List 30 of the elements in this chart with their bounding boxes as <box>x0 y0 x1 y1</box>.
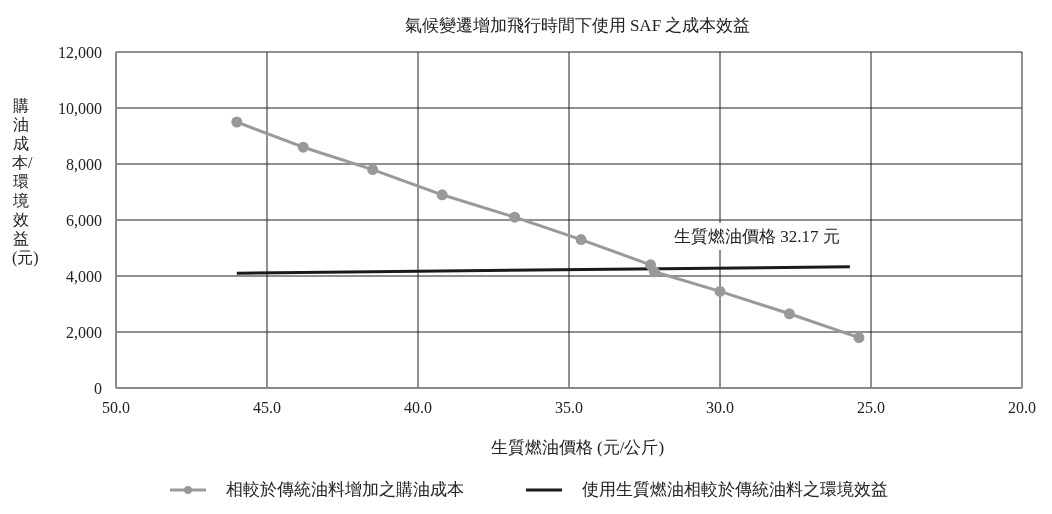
x-tick-label: 50.0 <box>102 399 130 417</box>
text: 購油成本/環境效益(元) <box>12 97 39 266</box>
y-tick-label: 0 <box>94 379 102 397</box>
point <box>783 308 795 320</box>
y-tick-label: 6,000 <box>66 211 102 229</box>
annotation: 生質燃油價格 32.17 元 <box>666 223 848 250</box>
point <box>575 234 587 246</box>
x-tick-label: 25.0 <box>857 399 885 417</box>
x-tick-label: 35.0 <box>555 399 583 417</box>
x-axis-title: 生質燃油價格 (元/公斤) <box>489 437 666 459</box>
point <box>231 116 243 128</box>
legend-label: 相較於傳統油料增加之購油成本 <box>226 479 464 501</box>
y-tick-label: 12,000 <box>58 43 102 61</box>
x-tick-label: 30.0 <box>706 399 734 417</box>
chart-title: 氣候變遷增加飛行時間下使用 SAF 之成本效益 <box>403 15 752 37</box>
point <box>297 141 309 153</box>
point <box>648 266 660 278</box>
y-tick-label: 8,000 <box>66 155 102 173</box>
x-tick-label: 40.0 <box>404 399 432 417</box>
y-tick-label: 2,000 <box>66 323 102 341</box>
x-tick-label: 20.0 <box>1008 399 1036 417</box>
point <box>509 211 521 223</box>
y-tick-label: 4,000 <box>66 267 102 285</box>
point <box>714 285 726 297</box>
x-tick-label: 45.0 <box>253 399 281 417</box>
point <box>853 332 865 344</box>
y-tick-label: 10,000 <box>58 99 102 117</box>
point <box>436 189 448 201</box>
legend-label: 使用生質燃油相較於傳統油料之環境效益 <box>582 479 888 501</box>
point <box>367 164 379 176</box>
